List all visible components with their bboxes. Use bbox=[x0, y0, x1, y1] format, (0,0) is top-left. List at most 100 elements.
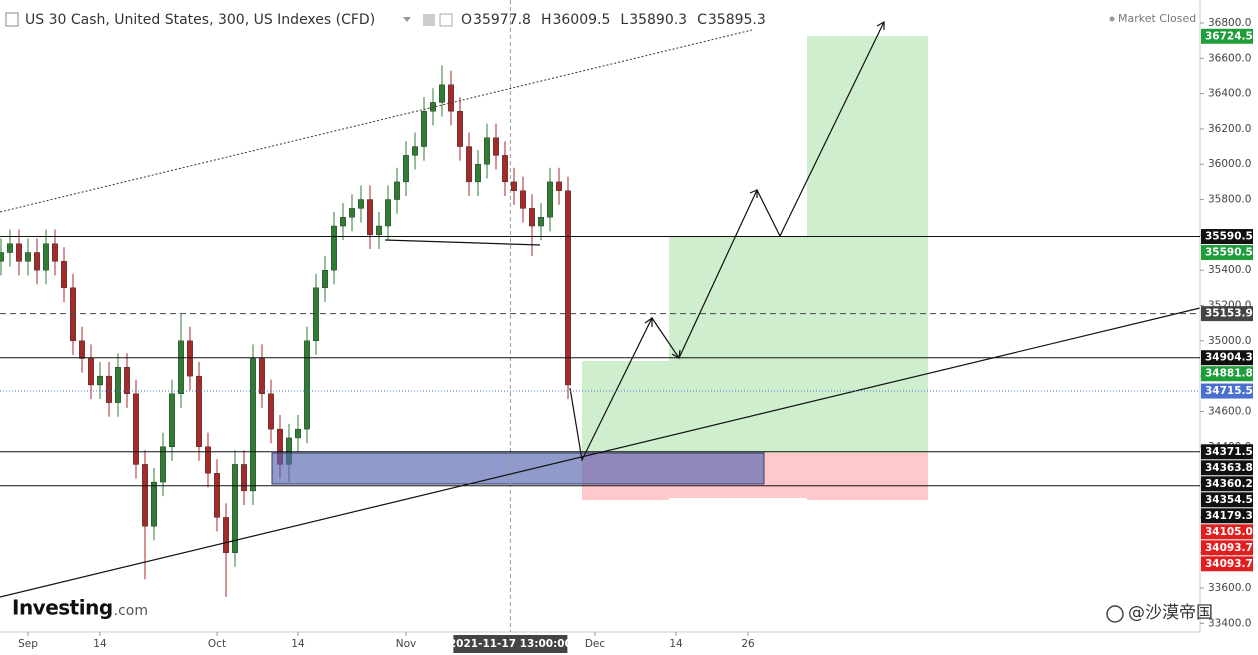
price-tag-label: 34881.8 bbox=[1205, 368, 1253, 380]
candle-body bbox=[52, 243, 58, 262]
candle-body bbox=[448, 84, 454, 112]
y-tick-label: 35800.0 bbox=[1208, 194, 1251, 206]
candle-body bbox=[313, 287, 319, 342]
price-tag-label: 34371.5 bbox=[1205, 446, 1253, 458]
candle-body bbox=[556, 181, 562, 191]
candle-body bbox=[151, 481, 157, 527]
x-tick-label: 14 bbox=[93, 638, 107, 650]
candle-body bbox=[70, 287, 76, 342]
candle-body bbox=[394, 181, 400, 200]
price-tag-label: 34715.5 bbox=[1205, 385, 1253, 397]
collapse-icon[interactable] bbox=[5, 12, 19, 27]
candle-body bbox=[16, 243, 22, 262]
crosshair-box bbox=[453, 635, 568, 653]
candle-body bbox=[484, 137, 490, 165]
candle-body bbox=[439, 84, 445, 103]
target-zone bbox=[582, 361, 669, 453]
candle-body bbox=[25, 252, 31, 262]
price-tag bbox=[1201, 229, 1253, 245]
ohlc-value: 35895.3 bbox=[708, 12, 766, 28]
price-tag bbox=[1201, 524, 1253, 540]
logo-suffix: .com bbox=[114, 603, 148, 619]
y-tick-label: 36400.0 bbox=[1208, 88, 1251, 100]
price-tag bbox=[1201, 476, 1253, 492]
candle-body bbox=[538, 217, 544, 227]
candle-body bbox=[385, 199, 391, 227]
candle-body bbox=[376, 225, 382, 236]
candle-body bbox=[502, 155, 508, 183]
candle-body bbox=[187, 340, 193, 377]
candle-body bbox=[565, 190, 571, 386]
candle-body bbox=[259, 358, 265, 394]
candle-body bbox=[511, 181, 517, 191]
price-tag-label: 34904.3 bbox=[1205, 352, 1253, 364]
ohlc-label: C bbox=[697, 12, 707, 28]
candle-body bbox=[421, 111, 427, 147]
price-tag-label: 34093.7 bbox=[1205, 542, 1253, 554]
candle-body bbox=[169, 393, 175, 447]
price-tag bbox=[1201, 28, 1253, 44]
target-zone bbox=[669, 236, 807, 453]
price-tag bbox=[1201, 350, 1253, 366]
price-tag-label: 34354.5 bbox=[1205, 494, 1253, 506]
stop-zone bbox=[807, 453, 928, 500]
y-tick-label: 35000.0 bbox=[1208, 335, 1251, 347]
candle-body bbox=[358, 199, 364, 209]
candle-body bbox=[133, 393, 139, 465]
trend-line bbox=[0, 29, 753, 213]
ohlc-label: L bbox=[620, 12, 628, 28]
candle-body bbox=[475, 164, 481, 183]
arrow-head bbox=[749, 189, 758, 198]
candle-body bbox=[367, 199, 373, 236]
price-tag-label: 34179.3 bbox=[1205, 510, 1253, 522]
price-tag-label: 34105.0 bbox=[1205, 526, 1253, 538]
y-tick-label: 33600.0 bbox=[1208, 582, 1251, 594]
watermark-icon bbox=[1106, 605, 1124, 623]
y-tick-label: 35400.0 bbox=[1208, 264, 1251, 276]
candle-body bbox=[97, 375, 103, 386]
candle-body bbox=[43, 243, 49, 271]
settings-icon[interactable] bbox=[423, 14, 435, 26]
status-dot bbox=[1109, 16, 1115, 22]
candle-body bbox=[340, 217, 346, 227]
candle-body bbox=[115, 367, 121, 403]
close-icon[interactable] bbox=[439, 13, 453, 27]
price-tag bbox=[1201, 366, 1253, 382]
dropdown-icon[interactable] bbox=[403, 17, 411, 22]
ohlc-value: 35890.3 bbox=[629, 12, 687, 28]
candle-body bbox=[223, 517, 229, 553]
x-tick-label: Nov bbox=[396, 638, 417, 650]
candle-body bbox=[466, 146, 472, 183]
candle-body bbox=[403, 155, 409, 183]
candle-body bbox=[196, 375, 202, 447]
candle-body bbox=[142, 464, 148, 527]
price-tag-label: 35153.9 bbox=[1205, 308, 1253, 320]
candle-body bbox=[520, 190, 526, 209]
candle-body bbox=[160, 446, 166, 483]
candle-body bbox=[268, 393, 274, 430]
candle-body bbox=[34, 252, 40, 271]
ohlc-value: 36009.5 bbox=[552, 12, 610, 28]
price-tag bbox=[1201, 383, 1253, 399]
y-tick-label: 36200.0 bbox=[1208, 123, 1251, 135]
price-tag-label: 35590.5 bbox=[1205, 231, 1253, 243]
y-tick-label: 33400.0 bbox=[1208, 617, 1251, 629]
ohlc-label: O bbox=[461, 12, 472, 28]
price-tag bbox=[1201, 245, 1253, 261]
candle-body bbox=[349, 208, 355, 218]
x-tick-label: 26 bbox=[741, 638, 755, 650]
candle-body bbox=[241, 464, 247, 492]
logo: Investing bbox=[12, 596, 113, 620]
price-tag-label: 34093.7 bbox=[1205, 558, 1253, 570]
x-tick-label: 14 bbox=[291, 638, 305, 650]
market-status: Market Closed bbox=[1118, 12, 1196, 25]
price-tag-label: 35590.5 bbox=[1205, 247, 1253, 259]
y-tick-label: 36600.0 bbox=[1208, 52, 1251, 64]
candle-body bbox=[322, 269, 328, 289]
candle-body bbox=[412, 146, 418, 156]
arrow-head bbox=[876, 20, 885, 30]
y-tick-label: 36800.0 bbox=[1208, 17, 1251, 29]
price-tag bbox=[1201, 492, 1253, 508]
